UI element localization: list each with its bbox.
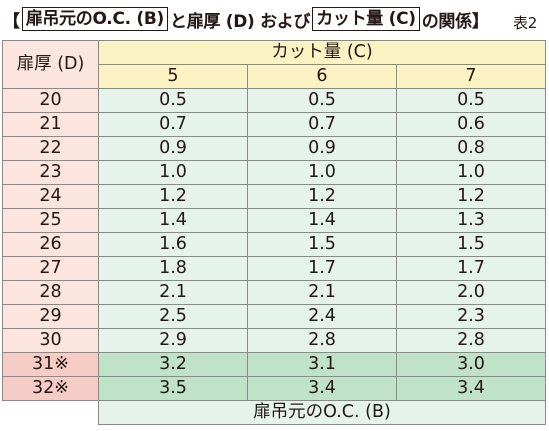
- oc-value-cell: 2.8: [247, 328, 397, 353]
- oc-value-cell: 1.2: [396, 184, 546, 209]
- oc-value-cell: 3.4: [396, 376, 546, 401]
- oc-value-cell: 2.4: [247, 304, 397, 329]
- oc-value-cell: 1.2: [247, 184, 397, 209]
- door-thickness-cell: 25: [2, 208, 99, 233]
- table-row: 26 1.6 1.5 1.5: [2, 232, 546, 257]
- oc-value-cell: 3.4: [247, 376, 397, 401]
- title-text-thickness: と扉厚 (D) および: [170, 11, 311, 32]
- door-thickness-header: 扉厚 (D): [2, 40, 99, 89]
- title-open-bracket: 【: [3, 11, 20, 32]
- table-row: 30 2.9 2.8 2.8: [2, 328, 546, 353]
- column-header: 6: [247, 64, 397, 89]
- table-row: 29 2.5 2.4 2.3: [2, 304, 546, 329]
- oc-value-cell: 3.5: [98, 376, 248, 401]
- oc-value-cell: 1.6: [98, 232, 248, 257]
- door-thickness-cell: 32※: [2, 376, 99, 401]
- column-header: 7: [396, 64, 546, 89]
- table-row: 27 1.8 1.7 1.7: [2, 256, 546, 281]
- oc-value-cell: 1.5: [396, 232, 546, 257]
- oc-value-cell: 3.0: [396, 352, 546, 377]
- oc-value-cell: 2.9: [98, 328, 248, 353]
- table-row: 31※ 3.2 3.1 3.0: [2, 352, 546, 377]
- door-thickness-cell: 29: [2, 304, 99, 329]
- oc-value-cell: 0.9: [98, 136, 248, 161]
- oc-value-cell: 1.8: [98, 256, 248, 281]
- title-box-cut: カット量 (C): [312, 7, 420, 31]
- oc-value-cell: 3.2: [98, 352, 248, 377]
- title-text-relation: の関係: [421, 11, 472, 32]
- oc-value-cell: 2.3: [396, 304, 546, 329]
- door-thickness-cell: 28: [2, 280, 99, 305]
- oc-value-cell: 1.3: [396, 208, 546, 233]
- table-row: 28 2.1 2.1 2.0: [2, 280, 546, 305]
- oc-value-cell: 1.2: [98, 184, 248, 209]
- door-thickness-cell: 20: [2, 88, 99, 113]
- door-thickness-cell: 31※: [2, 352, 99, 377]
- oc-value-cell: 0.5: [98, 88, 248, 113]
- oc-value-cell: 1.4: [98, 208, 248, 233]
- oc-value-cell: 2.8: [396, 328, 546, 353]
- oc-value-cell: 1.0: [98, 160, 248, 185]
- header-row-columns: 5 6 7: [3, 64, 546, 89]
- table-row: 22 0.9 0.9 0.8: [2, 136, 546, 161]
- table-row: 32※ 3.5 3.4 3.4: [2, 376, 546, 401]
- oc-value-cell: 0.6: [396, 112, 546, 137]
- table-body: 20 0.5 0.5 0.5 21 0.7 0.7 0.6 22 0.9 0.9 0.8 23 1.0 1.…: [2, 88, 546, 401]
- oc-value-cell: 1.7: [247, 256, 397, 281]
- door-thickness-cell: 27: [2, 256, 99, 281]
- oc-value-cell: 0.5: [396, 88, 546, 113]
- door-thickness-cell: 22: [2, 136, 99, 161]
- oc-value-cell: 3.1: [247, 352, 397, 377]
- oc-value-cell: 2.1: [247, 280, 397, 305]
- oc-value-cell: 0.7: [98, 112, 248, 137]
- table-row: 24 1.2 1.2 1.2: [2, 184, 546, 209]
- oc-value-cell: 1.7: [396, 256, 546, 281]
- cut-amount-header: カット量 (C): [98, 40, 546, 65]
- title-box-oc: 扉吊元のO.C. (B): [21, 7, 168, 31]
- door-thickness-cell: 24: [2, 184, 99, 209]
- oc-value-cell: 2.5: [98, 304, 248, 329]
- table-row: 23 1.0 1.0 1.0: [2, 160, 546, 185]
- oc-value-cell: 0.5: [247, 88, 397, 113]
- table-number: 表2: [513, 14, 537, 32]
- oc-value-cell: 0.9: [247, 136, 397, 161]
- door-thickness-cell: 23: [2, 160, 99, 185]
- oc-value-cell: 1.0: [247, 160, 397, 185]
- door-thickness-cell: 30: [2, 328, 99, 353]
- table-title: 【 扉吊元のO.C. (B) と扉厚 (D) および カット量 (C) の関係 …: [3, 4, 543, 34]
- oc-value-cell: 2.1: [98, 280, 248, 305]
- oc-value-cell: 1.5: [247, 232, 397, 257]
- table-row: 21 0.7 0.7 0.6: [2, 112, 546, 137]
- column-header: 5: [98, 64, 248, 89]
- header-row-group: 扉厚 (D) カット量 (C): [2, 40, 546, 89]
- oc-value-cell: 0.7: [247, 112, 397, 137]
- table-row: 20 0.5 0.5 0.5: [2, 88, 546, 113]
- oc-value-cell: 0.8: [396, 136, 546, 161]
- door-thickness-cell: 21: [2, 112, 99, 137]
- footer-row: 扉吊元のO.C. (B): [2, 400, 546, 425]
- oc-value-cell: 1.0: [396, 160, 546, 185]
- footer-blank: [2, 400, 99, 425]
- table-row: 25 1.4 1.4 1.3: [2, 208, 546, 233]
- oc-value-cell: 2.0: [396, 280, 546, 305]
- door-thickness-cell: 26: [2, 232, 99, 257]
- oc-value-cell: 1.4: [247, 208, 397, 233]
- oc-footer-label: 扉吊元のO.C. (B): [98, 400, 546, 425]
- relation-table: 扉厚 (D) カット量 (C) 5 6 7 20 0.5 0.5 0.5 21 0.7 0.…: [2, 40, 546, 425]
- title-close-bracket: 】: [471, 11, 489, 32]
